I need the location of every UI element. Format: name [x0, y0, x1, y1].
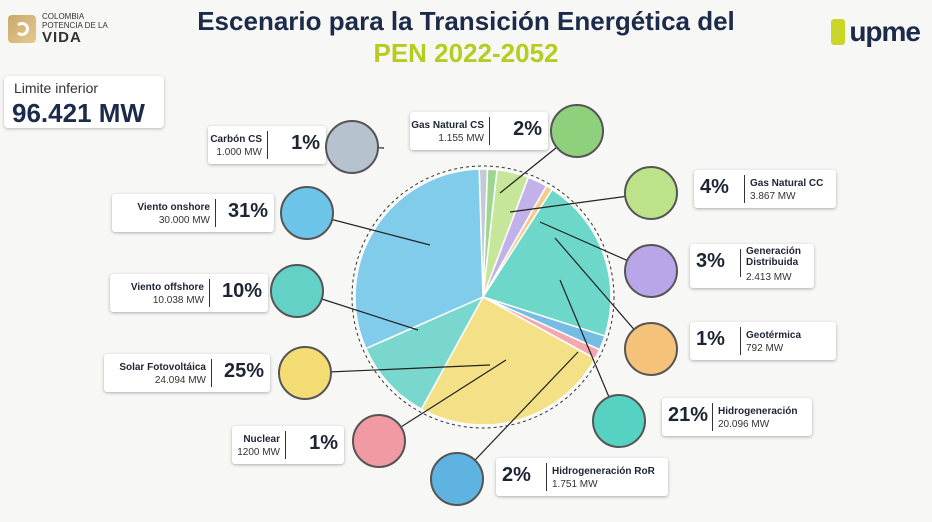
pie-slice-viento-offshore — [364, 295, 485, 411]
slice-name: Hidrogeneración RoR — [552, 466, 655, 477]
slice-percent: 21% — [668, 404, 709, 426]
nuclear-icon — [352, 414, 406, 468]
label-card-hidrogeneracion-ror: Hidrogeneración RoR 1.751 MW 2% — [496, 458, 668, 496]
title-line-2: PEN 2022-2052 — [373, 38, 559, 68]
limit-label: Limite inferior — [14, 80, 99, 96]
pie-outline — [351, 165, 615, 429]
pie-slice-hidrogeneraci-n — [481, 188, 612, 338]
title-line-1: Escenario para la Transición Energética … — [197, 6, 735, 36]
slice-mw: 792 MW — [746, 343, 784, 354]
slice-name: Gas Natural CS — [411, 120, 484, 131]
card-divider — [712, 403, 713, 431]
geotermica-icon — [624, 322, 678, 376]
slice-name: Generación Distribuida — [746, 246, 802, 268]
pie-slice-viento-onshore — [354, 168, 484, 350]
label-card-hidrogeneracion: Hidrogeneración 20.096 MW 21% — [662, 398, 812, 436]
leader-line-hidrogeneracion-ror — [456, 351, 579, 480]
generacion-distribuida-icon — [624, 244, 678, 298]
slice-name: Viento onshore — [137, 202, 210, 213]
label-card-carbon-cs: Carbón CS 1.000 MW 1% — [208, 126, 326, 164]
pie-slice-solar-fotovolt-ica — [420, 295, 597, 426]
viento-onshore-icon — [280, 186, 334, 240]
limit-value: 96.421 MW — [12, 98, 145, 128]
card-divider — [744, 175, 745, 203]
slice-name: Geotérmica — [746, 330, 802, 341]
slice-percent: 1% — [696, 328, 725, 350]
slice-name: Solar Fotovoltáica — [119, 362, 206, 373]
slice-mw: 30.000 MW — [158, 215, 210, 226]
card-divider — [489, 117, 490, 145]
slice-mw: 1.155 MW — [438, 133, 484, 144]
card-divider — [209, 279, 210, 307]
label-card-geotermica: Geotérmica 792 MW 1% — [690, 322, 836, 360]
slice-mw: 1200 MW — [237, 447, 280, 458]
slice-percent: 10% — [221, 280, 262, 302]
card-divider — [546, 463, 547, 491]
slice-name: Gas Natural CC — [750, 178, 824, 189]
card-divider — [740, 327, 741, 355]
label-card-gas-natural-cc: Gas Natural CC 3.867 MW 4% — [694, 170, 836, 208]
slice-mw: 3.867 MW — [750, 191, 796, 202]
carbon-cs-icon — [325, 120, 379, 174]
slice-percent: 2% — [513, 118, 542, 140]
label-card-viento-onshore: Viento onshore 30.000 MW 31% — [112, 194, 274, 232]
label-card-gas-natural-cs: Gas Natural CS 1.155 MW 2% — [410, 112, 548, 150]
slice-percent: 1% — [309, 432, 338, 454]
slice-name: Nuclear — [243, 434, 280, 445]
label-card-viento-offshore: Viento offshore 10.038 MW 10% — [110, 274, 268, 312]
slice-mw: 20.096 MW — [718, 419, 770, 430]
slice-name: Hidrogeneración — [718, 406, 798, 417]
card-divider — [215, 199, 216, 227]
label-card-generacion-distribuida: Generación Distribuida 2.413 MW 3% — [690, 244, 814, 288]
hidrogeneracion-ror-icon — [430, 452, 484, 506]
gas-natural-cs-icon — [550, 104, 604, 158]
upme-logo: upme — [831, 16, 921, 48]
slice-percent: 25% — [223, 360, 264, 382]
slice-mw: 2.413 MW — [746, 272, 792, 283]
label-card-nuclear: Nuclear 1200 MW 1% — [232, 426, 344, 464]
upme-logo-text: upme — [849, 16, 921, 47]
slice-percent: 4% — [700, 176, 729, 198]
slice-percent: 31% — [227, 200, 268, 222]
logo-sub-text: POTENCIA DE LA — [42, 21, 108, 30]
leader-line-solar-fotovoltaica — [304, 364, 491, 374]
card-divider — [740, 249, 741, 277]
viento-offshore-icon — [270, 264, 324, 318]
upme-logo-icon — [831, 19, 846, 45]
slice-percent: 2% — [502, 464, 531, 486]
card-divider — [285, 431, 286, 459]
logo-small-text: COLOMBIA — [42, 12, 85, 21]
slice-mw: 24.094 MW — [154, 375, 206, 386]
label-card-solar-fotovoltaica: Solar Fotovoltáica 24.094 MW 25% — [104, 354, 270, 392]
slice-percent: 1% — [291, 132, 320, 154]
slice-percent: 3% — [696, 250, 725, 272]
solar-fotovoltaica-icon — [278, 346, 332, 400]
slice-mw: 1.751 MW — [552, 479, 598, 490]
colombia-logo-icon — [8, 14, 36, 43]
hidrogeneracion-icon — [592, 394, 646, 448]
card-divider — [267, 131, 268, 159]
slice-mw: 10.038 MW — [152, 295, 204, 306]
slice-name: Viento offshore — [130, 282, 204, 293]
limit-box: Limite inferior 96.421 MW — [4, 76, 164, 128]
slice-mw: 1.000 MW — [216, 147, 262, 158]
colombia-logo: COLOMBIA POTENCIA DE LA VIDA — [8, 12, 108, 45]
gas-natural-cc-icon — [624, 166, 678, 220]
logo-big-text: VIDA — [42, 29, 82, 46]
card-divider — [211, 359, 212, 387]
slice-name: Carbón CS — [210, 134, 262, 145]
